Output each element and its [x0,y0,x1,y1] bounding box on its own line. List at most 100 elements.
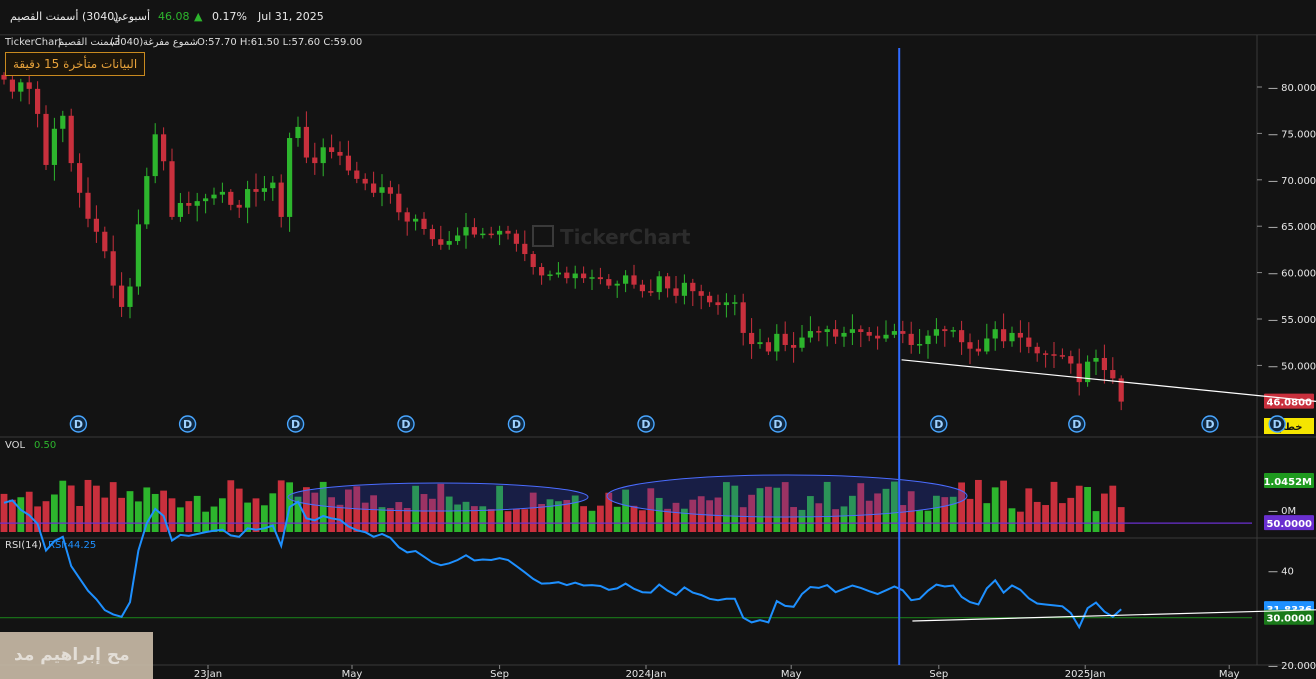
volume-bar [790,507,797,532]
candle-body [1017,332,1023,338]
x-tick-label: May [342,669,363,679]
candle-body [959,330,965,343]
candle-body [1076,363,1082,383]
candle-body [396,193,402,213]
volume-bar [42,501,50,532]
candle-body [471,227,477,235]
candle-body [900,331,906,334]
volume-bar [445,496,453,532]
volume-bar [958,482,965,532]
candle-body [480,233,486,236]
volume-bar [1075,485,1083,532]
volume-bar [655,497,663,532]
volume-bar [723,482,730,532]
x-tick-label: 2025Jan [1065,669,1106,679]
volume-bar [706,500,713,532]
volume-bar [555,501,562,532]
candle-body [765,342,771,352]
candle-body [547,274,553,276]
volume-bar [1050,481,1058,532]
price-trendline [901,359,1316,402]
volume-bar [849,495,856,532]
candle-body [1043,353,1049,355]
y-tick-label: — 60.0000 [1268,269,1316,280]
volume-bar [25,491,33,532]
candle-body [161,134,167,162]
candle-body [740,302,746,333]
axes: — 80.0000 — 75.0000 — 70.0000 — 65.0000 — 60… [194,83,1316,679]
candle-body [942,329,948,332]
volume-bar [202,511,209,532]
candle-body [177,203,183,217]
candle-body [866,331,872,336]
candle-body [950,330,956,332]
candle-body [656,276,662,293]
candle-body [362,178,368,184]
y-tick-label: — 50.0000 [1268,361,1316,372]
candle-body [253,189,259,192]
volume-bar [244,502,251,532]
header-period[interactable]: أسبوعي [113,10,151,23]
candle-body [639,284,645,292]
candle-body [421,218,427,229]
volume-bar [949,496,957,532]
rsi-30-tag: 30.0000 [1266,614,1312,625]
volume-bar [109,482,117,532]
candle-body [891,331,897,335]
volume-bar [1042,505,1049,532]
volume-bar [941,497,949,532]
volume-bar [168,498,176,532]
candle-body [589,277,595,279]
candle-body [581,273,587,279]
volume-bar [916,510,923,532]
volume-bar [487,509,495,532]
x-tick-label: May [781,669,802,679]
volume-bar [412,485,419,532]
candle-body [186,203,192,206]
candle-body [194,201,200,206]
volume-bar [840,506,848,532]
vol-tick-label: — 0M [1268,506,1296,517]
candle-body [749,332,755,345]
info-brand: TickerChart [4,37,62,48]
volume-bar [437,483,445,532]
rsi-label: RSI(14) [5,540,42,551]
author-box: مح إبراهيم مد [0,632,153,679]
volume-bar [580,506,587,532]
candle-body [1118,378,1124,402]
info-code: (3040) [110,37,143,48]
volume-bar [605,492,613,532]
volume-bar [513,508,520,532]
candle-body [799,337,805,348]
candle-body [555,272,561,275]
volume-bar [521,509,529,532]
candle-body [26,82,32,89]
candle-body [1085,361,1091,383]
volume-bar [563,499,571,532]
volume-bar [151,493,159,532]
candle-body [505,230,511,234]
volume-bar [823,481,831,532]
volume-bar [143,487,151,532]
volume-bar [672,502,680,532]
volume-bar [1008,508,1016,532]
dividend-label: D [291,418,300,431]
candle-body [530,254,536,268]
volume-bar [529,492,537,532]
candle-body [429,228,435,240]
candle-body [858,329,864,332]
volume-bar [1017,511,1024,532]
candle-body [1068,356,1074,364]
last-price-tag: 46.0800 [1266,398,1312,409]
volume-bar [76,505,83,532]
volume-bar [59,480,67,532]
candle-body [446,241,452,245]
dividend-label: D [183,418,192,431]
volume-bar [681,508,688,532]
watermark-logo-icon [532,225,554,247]
volume-bar [336,504,344,532]
volume-bar [664,508,671,532]
candle-body [690,282,696,292]
volume-bar [882,488,890,532]
